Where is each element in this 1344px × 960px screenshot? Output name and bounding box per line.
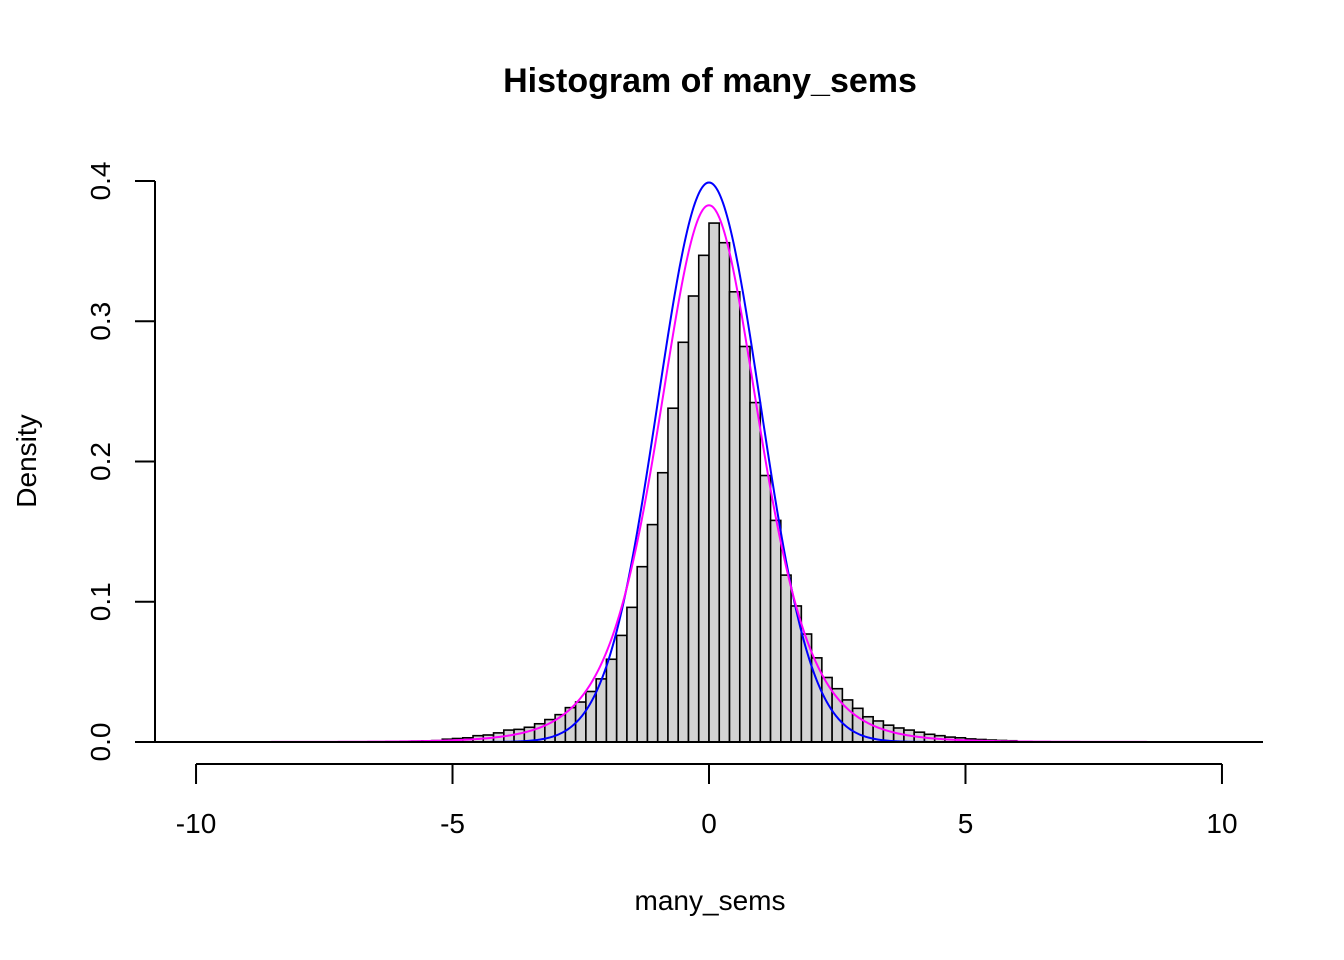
x-tick-label: -5 xyxy=(440,808,465,839)
histogram-bar-25 xyxy=(656,471,669,743)
histogram-bar-33 xyxy=(738,345,751,743)
x-tick-label: 5 xyxy=(958,808,974,839)
histogram-bar-24 xyxy=(646,523,659,743)
histogram-bar-11 xyxy=(513,728,526,743)
y-axis: 0.0 0.1 0.2 0.3 0.4 xyxy=(85,162,156,762)
histogram-bar-37 xyxy=(780,574,792,743)
chart-title: Histogram of many_sems xyxy=(503,62,917,100)
y-tick-label: 0.0 xyxy=(85,723,116,762)
histogram-bar-36 xyxy=(769,519,782,743)
x-axis: -10 -5 0 5 10 xyxy=(176,763,1238,839)
histogram-bars xyxy=(400,222,1018,743)
x-tick-label: 0 xyxy=(701,808,717,839)
histogram-bar-34 xyxy=(749,401,762,743)
x-axis-label: many_sems xyxy=(635,885,786,916)
histogram-bar-28 xyxy=(687,295,700,743)
x-tick-label: -10 xyxy=(176,808,216,839)
histogram-bar-22 xyxy=(626,606,638,743)
histogram-bar-27 xyxy=(677,341,690,743)
histogram-bar-18 xyxy=(585,690,597,743)
y-tick-label: 0.1 xyxy=(85,582,116,621)
histogram-bar-26 xyxy=(667,407,680,743)
x-tick-label: 10 xyxy=(1206,808,1237,839)
histogram-bar-23 xyxy=(636,565,649,743)
y-tick-label: 0.4 xyxy=(85,162,116,201)
histogram-bar-29 xyxy=(697,254,710,743)
y-tick-label: 0.2 xyxy=(85,442,116,481)
y-tick-label: 0.3 xyxy=(85,302,116,341)
histogram-bar-35 xyxy=(759,474,772,743)
histogram-bar-21 xyxy=(615,634,628,743)
histogram-bar-31 xyxy=(718,241,731,743)
histogram-bar-32 xyxy=(728,290,741,743)
histogram-bar-20 xyxy=(605,658,618,743)
y-axis-label: Density xyxy=(11,414,42,507)
histogram-bar-30 xyxy=(708,222,721,743)
